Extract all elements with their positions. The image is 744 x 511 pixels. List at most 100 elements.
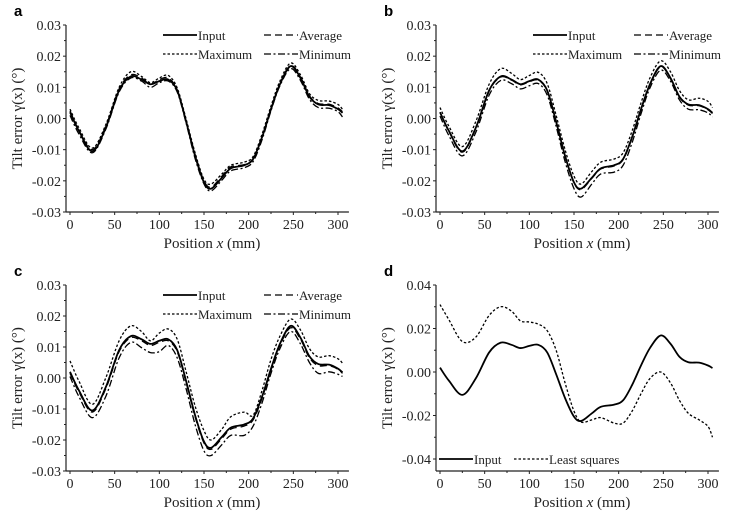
y-tick-label: -0.01 <box>32 403 61 418</box>
legend-label: Least squares <box>549 452 619 467</box>
legend-label: Maximum <box>198 47 252 62</box>
y-tick-label: -0.02 <box>32 434 61 449</box>
legend-label: Input <box>198 28 226 43</box>
y-tick-label: 0.02 <box>37 310 62 325</box>
x-tick-label: 50 <box>478 218 492 233</box>
x-tick-label: 200 <box>608 477 629 492</box>
series-line-minimum <box>439 69 713 198</box>
series-line-input <box>69 325 344 449</box>
x-tick-label: 300 <box>328 218 349 233</box>
x-tick-label: 100 <box>519 218 540 233</box>
x-tick-label: 100 <box>519 477 540 492</box>
panel-letter: d <box>384 263 393 280</box>
x-tick-label: 250 <box>653 218 674 233</box>
x-tick-label: 200 <box>238 477 259 492</box>
y-tick-label: 0.00 <box>407 113 432 128</box>
y-axis-title: Tilt error γ(x) (°) <box>10 68 26 170</box>
y-axis-title: Tilt error γ(x) (°) <box>380 327 396 429</box>
x-tick-label: 250 <box>283 218 304 233</box>
x-tick-label: 200 <box>238 218 259 233</box>
x-tick-label: 150 <box>564 218 585 233</box>
x-tick-label: 0 <box>67 477 74 492</box>
x-tick-label: 50 <box>108 218 122 233</box>
panel-letter: b <box>384 3 393 20</box>
x-tick-label: 0 <box>437 218 444 233</box>
legend-label: Average <box>669 28 712 43</box>
y-tick-label: -0.01 <box>402 144 431 159</box>
legend-label: Minimum <box>299 307 351 322</box>
y-tick-label: 0.03 <box>407 19 432 34</box>
legend-label: Maximum <box>568 47 622 62</box>
x-axis-title: Position x (mm) <box>164 495 261 511</box>
x-tick-label: 150 <box>564 477 585 492</box>
series-line-minimum <box>69 330 343 457</box>
x-tick-label: 300 <box>328 477 349 492</box>
y-axis-title: Tilt error γ(x) (°) <box>10 327 26 429</box>
y-tick-label: -0.02 <box>402 175 431 190</box>
x-tick-label: 300 <box>698 218 719 233</box>
panel-a: a 0.03 0.02 0.01 0.00 -0.01 -0.02 -0.03 0 50 100 15… <box>10 3 351 252</box>
series-line-input <box>69 65 344 190</box>
y-tick-label: -0.03 <box>32 465 61 480</box>
series-line-maximum <box>439 60 714 185</box>
y-tick-label: -0.03 <box>402 206 431 221</box>
y-tick-label: -0.02 <box>402 410 431 425</box>
x-tick-label: 0 <box>67 218 74 233</box>
y-tick-label: -0.02 <box>32 175 61 190</box>
panel-c: c 0.03 0.02 0.01 0.00 -0.01 -0.02 -0.03 0 50 100 15… <box>10 263 351 511</box>
x-tick-label: 150 <box>194 477 215 492</box>
y-tick-label: -0.01 <box>32 144 61 159</box>
series-line-minimum <box>69 67 343 192</box>
panel-d: d 0.04 0.02 0.00 -0.02 -0.04 0 50 100 150 200 250 30… <box>380 263 719 511</box>
legend: Input Least squares <box>439 452 619 467</box>
legend-label: Average <box>299 28 342 43</box>
series-line-maximum <box>69 318 343 441</box>
legend-label: Input <box>474 452 502 467</box>
panel-letter: a <box>14 3 23 20</box>
y-tick-label: -0.03 <box>32 206 61 221</box>
panel-letter: c <box>14 263 22 280</box>
series-line-input <box>439 334 713 422</box>
x-tick-label: 150 <box>194 218 215 233</box>
legend: Input Average Maximum Minimum <box>163 28 351 62</box>
x-tick-label: 50 <box>478 477 492 492</box>
x-tick-label: 300 <box>698 477 719 492</box>
x-tick-label: 250 <box>283 477 304 492</box>
y-tick-label: 0.03 <box>37 19 62 34</box>
legend-label: Minimum <box>299 47 351 62</box>
y-tick-label: 0.04 <box>407 279 432 294</box>
series-line-average <box>69 64 343 188</box>
x-tick-label: 200 <box>608 218 629 233</box>
series-line-input <box>439 65 714 190</box>
legend-label: Maximum <box>198 307 252 322</box>
panel-b: b 0.03 0.02 0.01 0.00 -0.01 -0.02 -0.03 0 50 100 15… <box>380 3 721 252</box>
y-tick-label: 0.00 <box>37 113 62 128</box>
x-tick-label: 100 <box>149 218 170 233</box>
legend-label: Average <box>299 288 342 303</box>
y-tick-label: 0.00 <box>407 366 432 381</box>
y-tick-label: 0.02 <box>37 50 62 65</box>
legend-label: Input <box>568 28 596 43</box>
legend: Input Average Maximum Minimum <box>163 288 351 322</box>
legend: Input Average Maximum Minimum <box>533 28 721 62</box>
series-line-average <box>439 66 713 191</box>
x-tick-label: 250 <box>653 477 674 492</box>
y-tick-label: 0.03 <box>37 279 62 294</box>
y-tick-label: 0.01 <box>37 341 62 356</box>
x-tick-label: 100 <box>149 477 170 492</box>
y-tick-label: 0.02 <box>407 50 432 65</box>
y-tick-label: -0.04 <box>402 453 431 468</box>
y-tick-label: 0.01 <box>407 81 432 96</box>
x-axis-title: Position x (mm) <box>534 495 631 511</box>
x-tick-label: 0 <box>437 477 444 492</box>
y-tick-label: 0.00 <box>37 372 62 387</box>
x-tick-label: 50 <box>108 477 122 492</box>
legend-label: Minimum <box>669 47 721 62</box>
series-line-average <box>69 327 343 451</box>
x-axis-title: Position x (mm) <box>534 236 631 252</box>
y-tick-label: 0.01 <box>37 81 62 96</box>
series-line-maximum <box>69 62 343 185</box>
y-tick-label: 0.02 <box>407 323 432 338</box>
y-axis-title: Tilt error γ(x) (°) <box>380 68 396 170</box>
